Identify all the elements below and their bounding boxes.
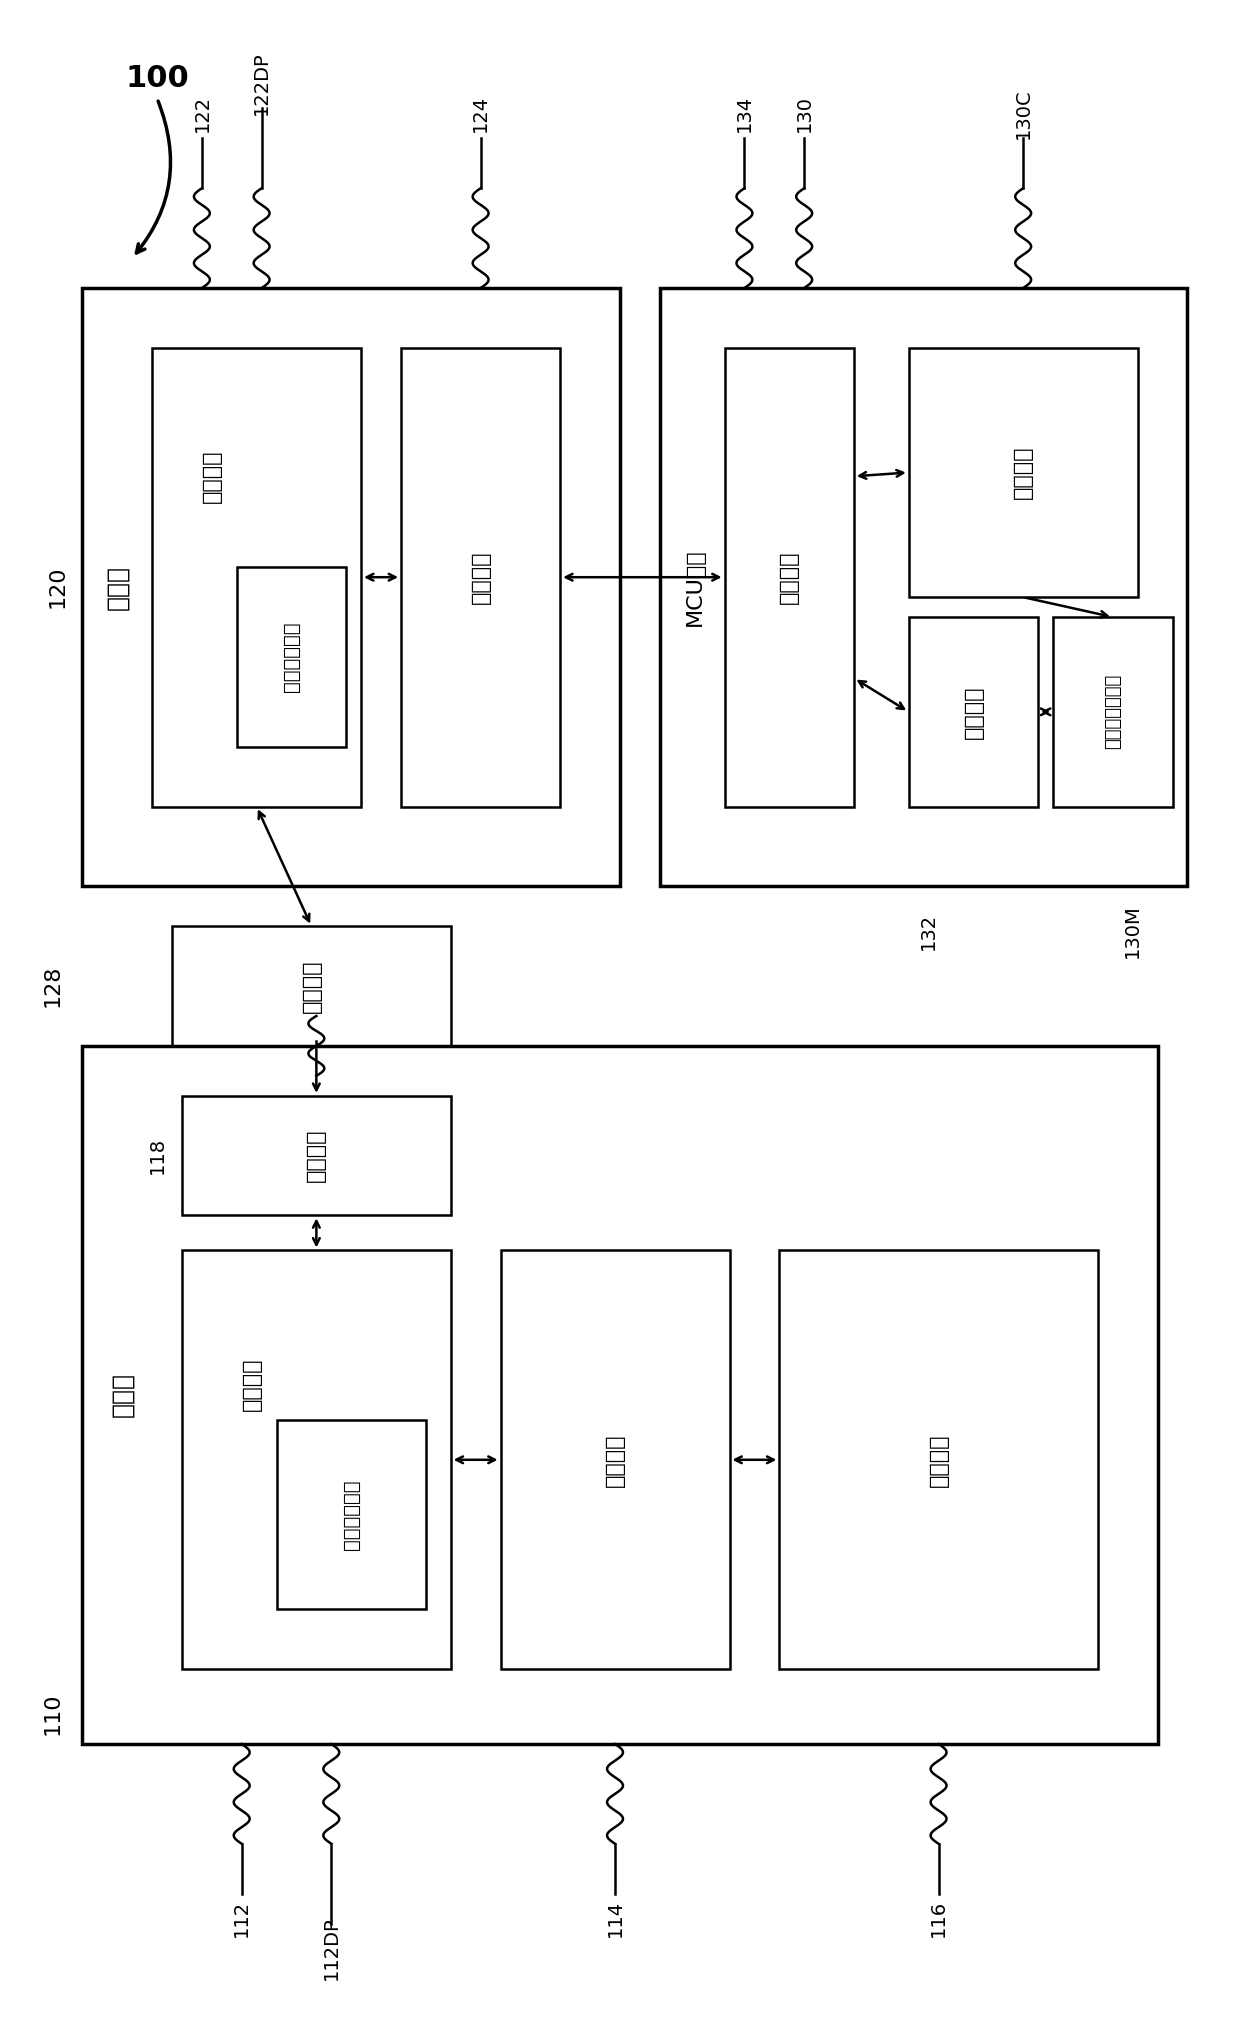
Text: 核心电路: 核心电路	[1013, 446, 1033, 499]
Text: 112DP: 112DP	[322, 1916, 341, 1981]
Text: 118: 118	[148, 1136, 166, 1175]
Text: 128: 128	[42, 965, 62, 1008]
Text: 122: 122	[192, 96, 211, 132]
Text: 110: 110	[42, 1692, 62, 1735]
Text: 接口电路: 接口电路	[301, 959, 321, 1012]
Text: 114: 114	[605, 1900, 625, 1936]
Bar	[82, 1047, 1158, 1745]
Bar	[277, 1419, 425, 1608]
Bar	[153, 348, 361, 806]
Text: 储存装置: 储存装置	[929, 1433, 949, 1486]
Text: 接口电路: 接口电路	[306, 1128, 326, 1183]
Text: 134: 134	[735, 96, 754, 132]
Text: 130M: 130M	[1123, 904, 1142, 959]
Text: 刻录器: 刻录器	[105, 564, 129, 609]
Text: MCU芯片: MCU芯片	[684, 548, 704, 625]
Text: 接口电路: 接口电路	[779, 550, 800, 605]
Text: 控制电路: 控制电路	[242, 1358, 262, 1411]
Bar	[172, 926, 451, 1047]
Bar	[237, 568, 346, 747]
Text: 100: 100	[125, 63, 188, 94]
Text: 112: 112	[232, 1900, 252, 1936]
Bar	[182, 1250, 451, 1670]
Text: 数据处理电路: 数据处理电路	[281, 621, 301, 692]
Text: 122DP: 122DP	[252, 51, 272, 116]
Text: 124: 124	[471, 96, 490, 132]
Text: 116: 116	[929, 1900, 949, 1936]
Bar	[501, 1250, 729, 1670]
Text: 控制电路: 控制电路	[202, 450, 222, 503]
Bar	[909, 617, 1038, 806]
Bar	[1053, 617, 1173, 806]
Text: 数据处理电路: 数据处理电路	[342, 1480, 361, 1549]
Text: 130C: 130C	[1013, 88, 1033, 138]
Text: 120: 120	[47, 566, 67, 609]
Bar	[724, 348, 854, 806]
Bar	[82, 287, 620, 886]
Text: 132: 132	[919, 912, 939, 951]
Bar	[779, 1250, 1097, 1670]
Bar	[401, 348, 560, 806]
Text: 130: 130	[795, 96, 813, 132]
Bar	[182, 1095, 451, 1215]
Bar	[660, 287, 1188, 886]
Text: 保护电路: 保护电路	[963, 684, 983, 739]
Text: 编码器: 编码器	[110, 1372, 134, 1417]
Text: 接口电路: 接口电路	[471, 550, 491, 605]
Bar	[909, 348, 1137, 597]
Text: 接口电路: 接口电路	[605, 1433, 625, 1486]
Text: 非易失性存储器: 非易失性存储器	[1104, 674, 1122, 749]
